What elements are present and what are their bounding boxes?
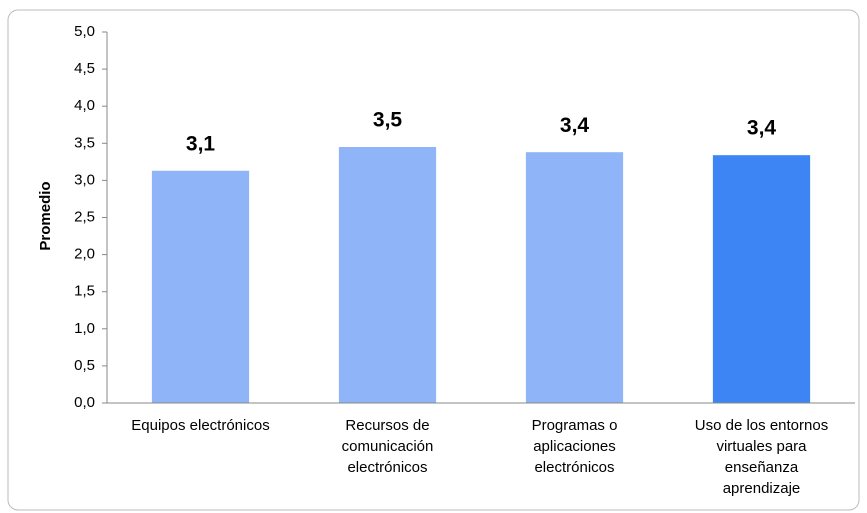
y-tick-label: 4,5 (74, 60, 95, 77)
bar (151, 170, 250, 403)
x-tick-label: Equipos electrónicos (131, 417, 269, 434)
y-tick-label: 0,0 (74, 394, 95, 411)
bar (712, 155, 811, 403)
x-tick-label: Programas o aplicaciones electrónicos (532, 417, 618, 476)
y-tick-label: 4,0 (74, 97, 95, 114)
data-label: 3,1 (186, 132, 216, 155)
bar (525, 152, 624, 403)
bar (338, 147, 437, 403)
y-tick-label: 3,5 (74, 134, 95, 151)
x-tick-label: Recursos de comunicación electrónicos (342, 417, 434, 476)
data-label: 3,4 (747, 117, 777, 140)
y-tick-label: 1,5 (74, 283, 95, 300)
y-tick-label: 2,0 (74, 246, 95, 263)
x-tick-label: Uso de los entornos virtuales para enseñan… (695, 417, 828, 497)
y-tick-label: 3,0 (74, 171, 95, 188)
y-axis-label: Promedio (37, 181, 54, 250)
data-label: 3,4 (560, 114, 590, 137)
y-tick-label: 0,5 (74, 357, 95, 374)
y-tick-label: 5,0 (74, 23, 95, 40)
y-tick-label: 2,5 (74, 208, 95, 225)
y-tick-label: 1,0 (74, 320, 95, 337)
data-label: 3,5 (373, 109, 403, 132)
